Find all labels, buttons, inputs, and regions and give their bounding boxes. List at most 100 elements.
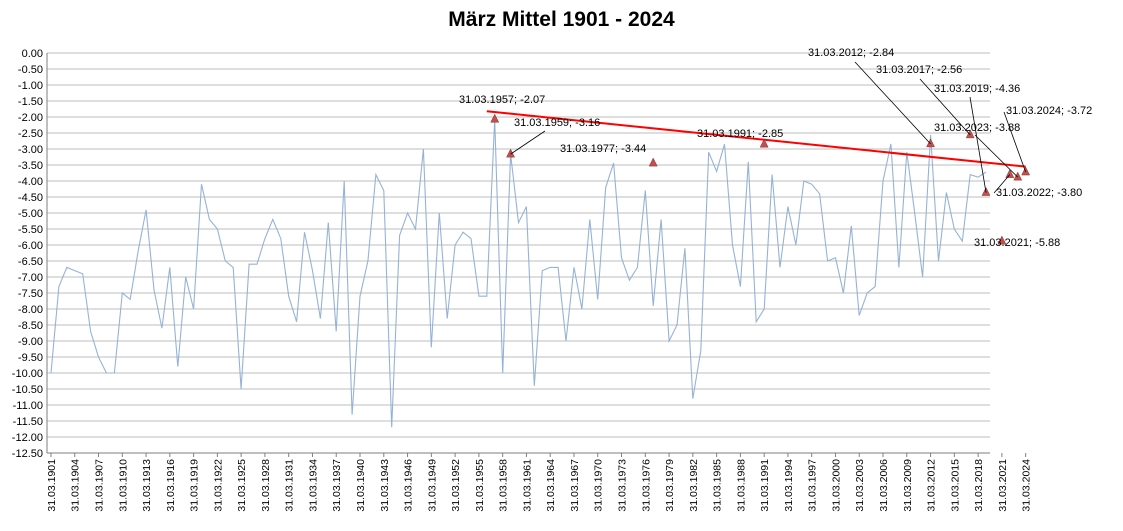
y-tick-label: -11.50 [13, 416, 43, 428]
y-tick-label: -7.00 [18, 272, 43, 284]
marker-annotation: 31.03.2021; -5.88 [974, 237, 1060, 249]
x-tick-label: 31.03.1979 [664, 459, 676, 512]
x-tick-label: 31.03.1934 [307, 459, 319, 512]
x-tick-label: 31.03.1961 [521, 459, 533, 512]
x-tick-label: 31.03.1952 [450, 459, 462, 512]
y-tick-label: -12.00 [12, 432, 43, 444]
x-tick-label: 31.03.1976 [640, 459, 652, 512]
highlight-marker [997, 235, 1007, 245]
y-tick-label: -3.00 [18, 144, 43, 156]
y-tick-label: -0.50 [18, 64, 43, 76]
marker-annotation: 31.03.2019; -4.36 [934, 83, 1020, 95]
y-tick-label: -10.50 [12, 384, 43, 396]
trend-line [486, 110, 1026, 168]
annotation-leader [993, 174, 1011, 194]
x-tick-label: 31.03.1928 [260, 459, 272, 512]
x-tick-label: 31.03.1967 [569, 459, 581, 512]
marker-annotation: 31.03.2022; -3.80 [996, 187, 1082, 199]
y-tick-label: -2.50 [18, 128, 43, 140]
x-tick-label: 31.03.1970 [593, 459, 605, 512]
x-tick-label: 31.03.1982 [688, 459, 700, 512]
x-tick-label: 31.03.1955 [474, 459, 486, 512]
x-tick-label: 31.03.2003 [854, 459, 866, 512]
highlight-marker [759, 138, 769, 148]
x-tick-label: 31.03.2024 [1021, 459, 1033, 512]
x-tick-label: 31.03.1946 [403, 459, 415, 512]
marker-annotation: 31.03.2024; -3.72 [1006, 105, 1092, 117]
x-tick-label: 31.03.1907 [94, 459, 106, 512]
y-tick-label: -4.00 [18, 176, 43, 188]
x-tick-label: 31.03.1997 [807, 459, 819, 512]
y-tick-label: -8.00 [18, 304, 43, 316]
x-tick-label: 31.03.1988 [735, 459, 747, 512]
y-tick-label: -7.50 [18, 288, 43, 300]
y-tick-label: -9.00 [18, 336, 43, 348]
x-tick-label: 31.03.1943 [379, 459, 391, 512]
x-tick-label: 31.03.1913 [141, 459, 153, 512]
highlight-marker [926, 138, 935, 148]
x-tick-label: 31.03.1931 [284, 459, 296, 512]
x-tick-label: 31.03.1901 [46, 459, 58, 512]
y-tick-label: -5.50 [18, 224, 43, 236]
highlight-marker [648, 157, 658, 167]
highlight-marker [1005, 169, 1015, 178]
y-tick-label: -4.50 [18, 192, 43, 204]
x-tick-label: 31.03.2018 [973, 459, 985, 512]
x-tick-label: 31.03.2015 [949, 459, 961, 512]
x-tick-label: 31.03.1991 [759, 459, 771, 512]
x-tick-label: 31.03.1916 [165, 459, 177, 512]
x-tick-label: 31.03.2021 [997, 459, 1009, 512]
marker-annotation: 31.03.1977; -3.44 [560, 143, 646, 155]
y-tick-label: -12.50 [12, 448, 43, 460]
y-tick-label: -10.00 [12, 368, 43, 380]
marker-annotation: 31.03.2017; -2.56 [876, 64, 962, 76]
marker-annotation: 31.03.1959; -3.16 [514, 117, 600, 129]
marker-annotation: 31.03.2023; -3.88 [934, 122, 1020, 134]
marker-annotation: 31.03.1991; -2.85 [697, 128, 783, 140]
marker-annotation: 31.03.1957; -2.07 [459, 94, 545, 106]
y-tick-label: -2.00 [18, 112, 43, 124]
x-tick-label: 31.03.1949 [426, 459, 438, 512]
annotation-leader [1003, 111, 1027, 173]
x-tick-label: 31.03.2009 [902, 459, 914, 512]
highlight-marker [490, 113, 500, 123]
highlight-marker [965, 129, 975, 139]
y-tick-label: -6.50 [18, 256, 43, 268]
x-tick-label: 31.03.1973 [617, 459, 629, 512]
x-tick-label: 31.03.2000 [830, 459, 842, 512]
x-tick-label: 31.03.1937 [331, 459, 343, 512]
x-tick-label: 31.03.2006 [878, 459, 890, 512]
y-tick-label: -5.00 [18, 208, 43, 220]
x-tick-label: 31.03.1910 [117, 459, 129, 512]
y-tick-label: -1.00 [18, 80, 43, 92]
x-tick-label: 31.03.1985 [712, 459, 724, 512]
annotation-leader [969, 96, 987, 193]
y-tick-label: 0.00 [22, 48, 43, 60]
marker-annotation: 31.03.2012; -2.84 [808, 47, 894, 59]
x-tick-label: 31.03.1994 [783, 459, 795, 512]
x-tick-label: 31.03.1958 [498, 459, 510, 512]
y-tick-label: -6.00 [18, 240, 43, 252]
x-tick-label: 31.03.1919 [189, 459, 201, 512]
y-tick-label: -9.50 [18, 352, 43, 364]
highlight-marker [506, 148, 515, 158]
annotation-leader [974, 134, 1019, 178]
y-tick-label: -11.00 [13, 400, 43, 412]
annotation-leader [854, 61, 931, 145]
x-tick-label: 31.03.1925 [236, 459, 248, 512]
x-tick-label: 31.03.1940 [355, 459, 367, 512]
highlight-marker [1013, 171, 1023, 181]
x-tick-label: 31.03.1904 [70, 459, 82, 512]
x-tick-label: 31.03.1964 [545, 459, 557, 512]
y-tick-label: -8.50 [18, 320, 43, 332]
y-tick-label: -1.50 [18, 96, 43, 108]
annotation-leader [510, 130, 546, 155]
chart-title: März Mittel 1901 - 2024 [448, 8, 675, 31]
x-tick-label: 31.03.1922 [212, 459, 224, 512]
series-line [50, 119, 987, 428]
x-tick-label: 31.03.2012 [926, 459, 938, 512]
y-tick-label: -3.50 [18, 160, 43, 172]
annotation-leader [919, 78, 971, 136]
